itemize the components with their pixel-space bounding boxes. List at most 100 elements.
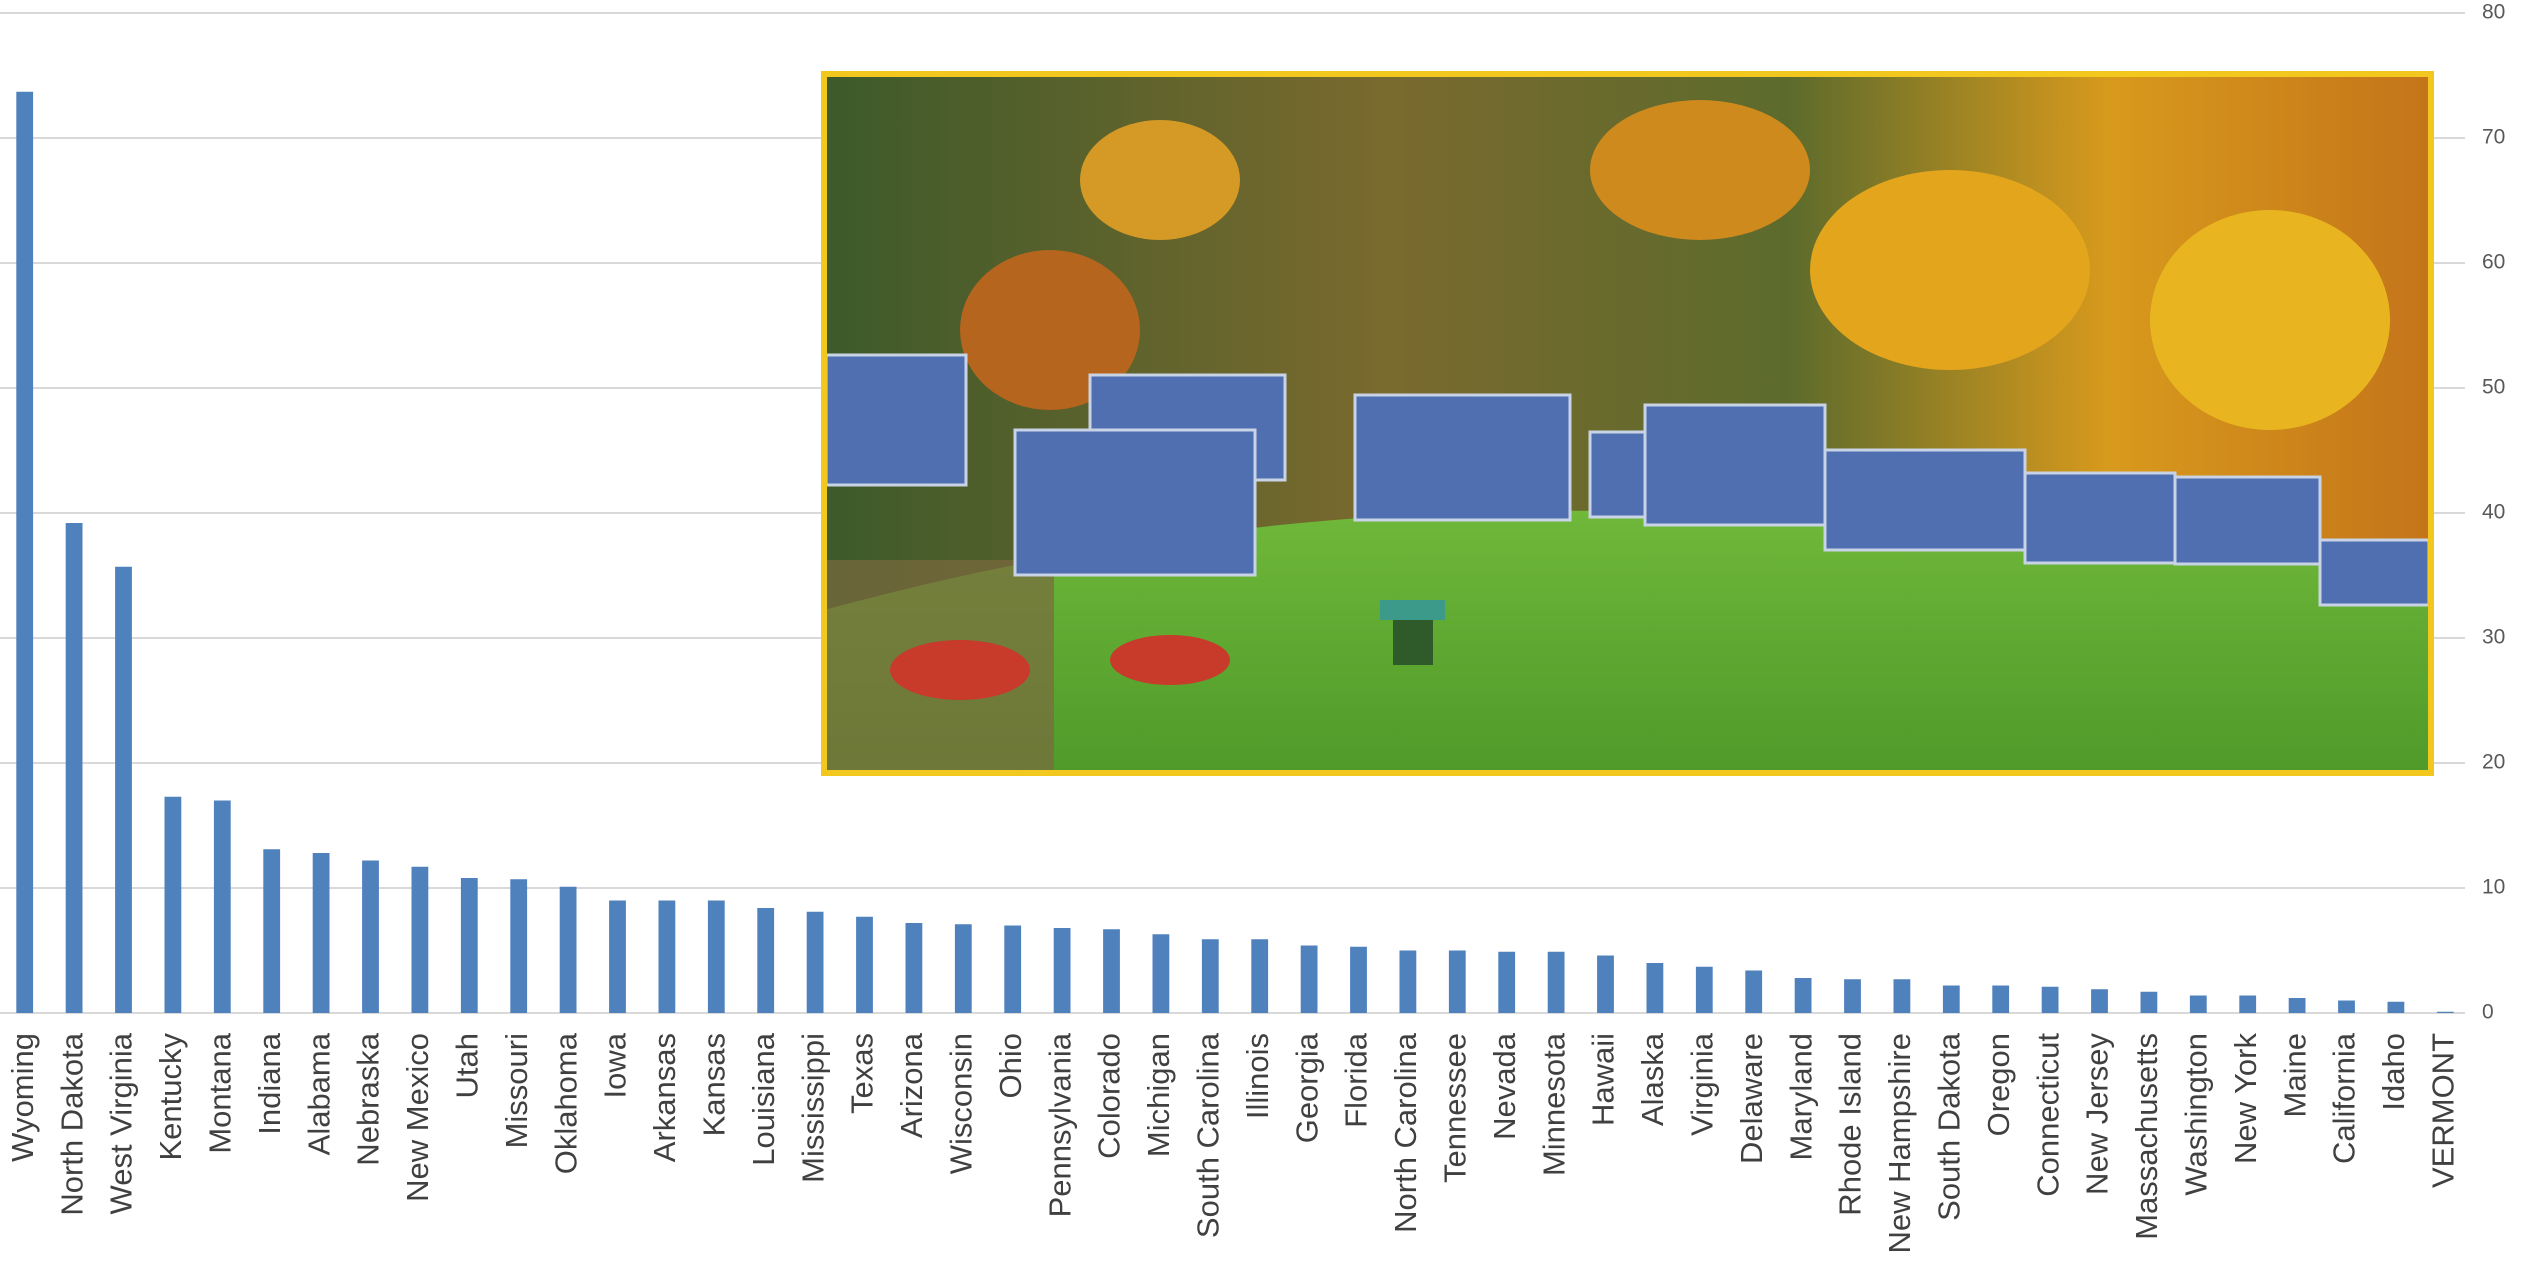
x-tick-label: Delaware: [1734, 1033, 1769, 1164]
x-tick-label: Utah: [449, 1033, 484, 1098]
bar: [2141, 992, 2158, 1013]
x-tick-label: New York: [2228, 1033, 2263, 1164]
bar: [1202, 939, 1219, 1013]
x-tick-label: Maine: [2277, 1033, 2312, 1117]
x-tick-label: Maryland: [1783, 1033, 1818, 1161]
y-tick-label: 70: [2482, 126, 2505, 149]
bar: [1548, 952, 1565, 1013]
bar: [856, 917, 873, 1013]
x-tick-label: Alabama: [301, 1032, 336, 1155]
bar: [1894, 979, 1911, 1013]
x-tick-label: Michigan: [1141, 1033, 1176, 1157]
x-tick-label: Missouri: [499, 1033, 534, 1148]
x-tick-label: Nebraska: [351, 1032, 386, 1165]
x-tick-label: Nevada: [1487, 1032, 1522, 1140]
x-tick-label: Tennessee: [1437, 1033, 1472, 1183]
bar: [16, 92, 33, 1013]
bar: [906, 923, 923, 1013]
bar: [708, 901, 725, 1014]
bar: [1301, 946, 1318, 1014]
x-tick-label: New Hampshire: [1882, 1033, 1917, 1254]
bar: [2437, 1012, 2454, 1013]
bar: [1844, 979, 1861, 1013]
bar: [2239, 996, 2256, 1014]
x-tick-label: North Dakota: [54, 1032, 89, 1215]
x-tick-label: Kansas: [696, 1033, 731, 1136]
bar: [1745, 971, 1762, 1014]
bar: [560, 887, 577, 1013]
bar: [1647, 963, 1664, 1013]
bar: [1153, 934, 1170, 1013]
x-tick-label: North Carolina: [1388, 1032, 1423, 1233]
bar: [1498, 952, 1515, 1013]
x-tick-label: Kentucky: [153, 1033, 188, 1161]
bar: [1004, 926, 1021, 1014]
bar: [1350, 947, 1367, 1013]
bar: [263, 849, 280, 1013]
x-tick-label: Virginia: [1684, 1032, 1719, 1136]
x-tick-label: Connecticut: [2030, 1033, 2065, 1197]
bar: [2091, 989, 2108, 1013]
y-tick-label: 60: [2482, 251, 2505, 274]
x-tick-label: Idaho: [2376, 1033, 2411, 1111]
bar: [1992, 986, 2009, 1014]
x-tick-label: South Dakota: [1931, 1032, 1966, 1221]
x-tick-label: Wisconsin: [943, 1033, 978, 1174]
x-tick-label: Arkansas: [647, 1033, 682, 1162]
x-tick-label: Massachusetts: [2129, 1033, 2164, 1240]
bar: [461, 878, 478, 1013]
bar: [313, 853, 330, 1013]
bar: [659, 901, 676, 1014]
x-tick-label: Washington: [2178, 1033, 2213, 1196]
bar: [1597, 956, 1614, 1014]
x-tick-label: Arizona: [894, 1032, 929, 1138]
bar: [66, 523, 83, 1013]
x-tick-label: Ohio: [993, 1033, 1028, 1098]
bar: [1696, 967, 1713, 1013]
x-tick-label: Wyoming: [5, 1033, 40, 1162]
bar: [2042, 987, 2059, 1013]
photo-inset: [824, 74, 2431, 773]
chart: 01020304050607080WyomingNorth DakotaWest…: [0, 0, 2524, 1282]
bar: [1251, 939, 1268, 1013]
bar: [609, 901, 626, 1014]
y-tick-label: 40: [2482, 501, 2505, 524]
x-tick-label: Florida: [1339, 1032, 1374, 1128]
bar: [362, 861, 379, 1014]
bar: [214, 801, 231, 1014]
bar: [1943, 986, 1960, 1014]
bar: [2190, 996, 2207, 1014]
bar: [1103, 929, 1120, 1013]
bar: [2388, 1002, 2405, 1013]
bar: [115, 567, 132, 1013]
x-tick-label: West Virginia: [104, 1032, 139, 1214]
y-tick-label: 10: [2482, 876, 2505, 899]
x-tick-label: Pennsylvania: [1042, 1032, 1077, 1217]
x-tick-label: Oregon: [1981, 1033, 2016, 1136]
x-tick-label: Iowa: [598, 1032, 633, 1098]
bar: [807, 912, 824, 1013]
x-tick-label: Oklahoma: [548, 1032, 583, 1174]
x-tick-label: South Carolina: [1190, 1032, 1225, 1238]
bar: [412, 867, 429, 1013]
x-tick-label: New Mexico: [400, 1033, 435, 1202]
bar: [757, 908, 774, 1013]
x-tick-label: Mississippi: [795, 1033, 830, 1183]
bar: [510, 879, 527, 1013]
bar: [165, 797, 182, 1013]
x-tick-label: Georgia: [1289, 1032, 1324, 1143]
bar: [955, 924, 972, 1013]
x-tick-label: Rhode Island: [1833, 1033, 1868, 1216]
x-tick-label: VERMONT: [2425, 1033, 2460, 1188]
bar: [1054, 928, 1071, 1013]
y-tick-label: 50: [2482, 376, 2505, 399]
bar: [1400, 951, 1417, 1014]
x-tick-label: New Jersey: [2080, 1033, 2115, 1195]
x-tick-label: Alaska: [1635, 1032, 1670, 1126]
bar: [1795, 978, 1812, 1013]
x-tick-label: Indiana: [252, 1032, 287, 1134]
x-tick-label: Colorado: [1092, 1033, 1127, 1159]
y-tick-label: 80: [2482, 1, 2505, 24]
bar: [2338, 1001, 2355, 1014]
bar: [2289, 998, 2306, 1013]
